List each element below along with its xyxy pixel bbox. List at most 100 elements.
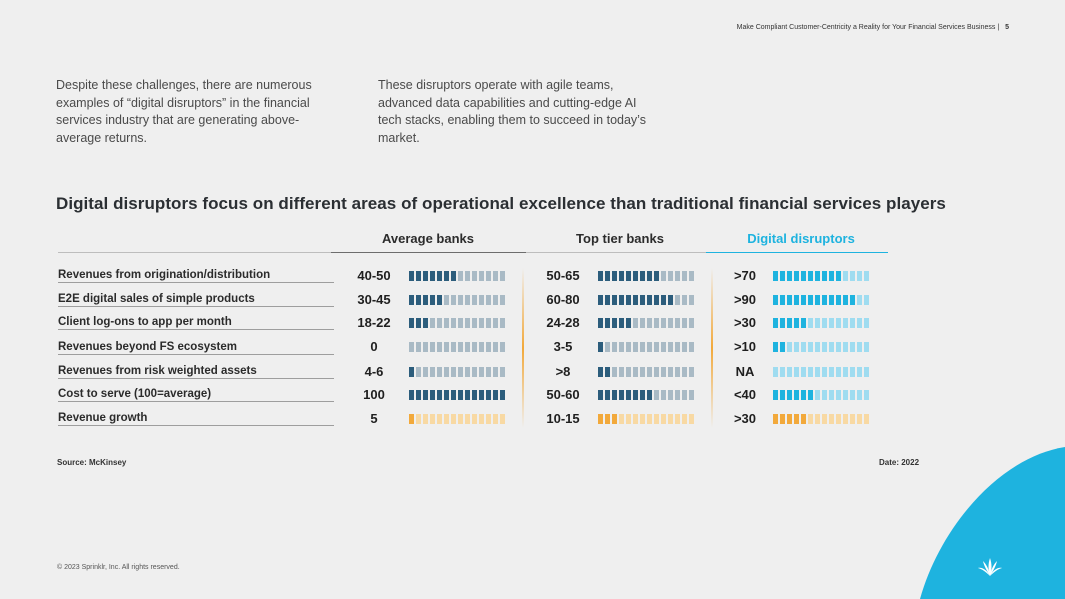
bar-segment-empty: [836, 390, 841, 400]
bar-segment-empty: [661, 414, 666, 424]
source-note: Source: McKinsey: [57, 458, 127, 467]
bar-segment-empty: [864, 271, 869, 281]
bar-segment-empty: [829, 414, 834, 424]
bar-segment-empty: [486, 342, 491, 352]
bar-segment-empty: [500, 318, 505, 328]
bar-segment-filled: [409, 414, 414, 424]
bar-segment-empty: [808, 414, 813, 424]
bar-segment-empty: [822, 390, 827, 400]
column-header-top-tier-banks: Top tier banks: [576, 231, 664, 246]
bar-segment-filled: [430, 390, 435, 400]
bar-segment-filled: [801, 414, 806, 424]
bar-segment-filled: [626, 390, 631, 400]
bar-segment-filled: [808, 295, 813, 305]
bar-segment-empty: [843, 271, 848, 281]
bar-segment-filled: [773, 318, 778, 328]
bar-segment-filled: [794, 414, 799, 424]
bar-segment-filled: [773, 271, 778, 281]
bar-segment-empty: [619, 367, 624, 377]
bar-segment-empty: [654, 342, 659, 352]
bar-segment-empty: [843, 342, 848, 352]
bar-segment-empty: [836, 414, 841, 424]
value-dd: >10: [733, 339, 757, 354]
level-bar-dd: [773, 295, 869, 305]
value-avg: 0: [370, 339, 378, 354]
level-bar-dd: [773, 390, 869, 400]
bar-segment-empty: [493, 295, 498, 305]
bar-segment-empty: [808, 318, 813, 328]
bar-segment-empty: [416, 367, 421, 377]
bar-segment-filled: [598, 390, 603, 400]
bar-segment-empty: [458, 318, 463, 328]
bar-segment-filled: [479, 390, 484, 400]
bar-segment-empty: [430, 414, 435, 424]
bar-segment-empty: [654, 390, 659, 400]
bar-segment-empty: [668, 390, 673, 400]
bar-segment-filled: [787, 414, 792, 424]
bar-segment-empty: [472, 367, 477, 377]
bar-segment-filled: [773, 414, 778, 424]
bar-segment-empty: [633, 318, 638, 328]
bar-segment-filled: [458, 390, 463, 400]
bar-segment-filled: [787, 271, 792, 281]
bar-segment-empty: [493, 271, 498, 281]
bar-segment-empty: [682, 318, 687, 328]
bar-segment-empty: [675, 367, 680, 377]
bar-segment-empty: [493, 342, 498, 352]
bar-segment-empty: [465, 342, 470, 352]
bar-segment-empty: [689, 271, 694, 281]
bar-segment-filled: [430, 295, 435, 305]
bar-segment-empty: [682, 414, 687, 424]
level-bar-dd: [773, 367, 869, 377]
bar-segment-filled: [493, 390, 498, 400]
bar-segment-filled: [451, 390, 456, 400]
bar-segment-empty: [829, 342, 834, 352]
row-label: Cost to serve (100=average): [58, 388, 334, 402]
bar-segment-filled: [836, 295, 841, 305]
bar-segment-filled: [668, 295, 673, 305]
bar-segment-filled: [444, 390, 449, 400]
bar-segment-empty: [612, 367, 617, 377]
bar-segment-empty: [843, 318, 848, 328]
bar-segment-filled: [619, 271, 624, 281]
bar-segment-empty: [444, 342, 449, 352]
page-number: 5: [1005, 24, 1009, 31]
bar-segment-empty: [864, 318, 869, 328]
bar-segment-empty: [857, 367, 862, 377]
bar-segment-filled: [605, 367, 610, 377]
bar-segment-empty: [857, 295, 862, 305]
value-dd: <40: [733, 387, 757, 402]
bar-segment-filled: [598, 414, 603, 424]
bar-segment-empty: [829, 390, 834, 400]
bar-segment-empty: [836, 342, 841, 352]
bar-segment-empty: [409, 342, 414, 352]
bar-segment-empty: [689, 295, 694, 305]
bar-segment-empty: [836, 318, 841, 328]
bar-segment-filled: [465, 390, 470, 400]
bar-segment-filled: [444, 271, 449, 281]
bar-segment-filled: [409, 271, 414, 281]
bar-segment-filled: [850, 295, 855, 305]
section-heading: Digital disruptors focus on different ar…: [56, 194, 946, 213]
value-dd: >70: [733, 268, 757, 283]
bar-segment-filled: [612, 318, 617, 328]
bar-segment-filled: [626, 271, 631, 281]
bar-segment-filled: [598, 271, 603, 281]
bar-segment-empty: [500, 295, 505, 305]
bar-segment-empty: [801, 342, 806, 352]
bar-segment-empty: [857, 271, 862, 281]
value-avg: 5: [370, 411, 378, 426]
bar-segment-filled: [619, 390, 624, 400]
bar-segment-empty: [437, 414, 442, 424]
value-dd: >30: [733, 411, 757, 426]
level-bar-top: [598, 367, 694, 377]
bar-segment-empty: [857, 318, 862, 328]
bar-segment-filled: [605, 390, 610, 400]
bar-segment-filled: [416, 390, 421, 400]
bar-segment-empty: [654, 367, 659, 377]
value-top: 24-28: [546, 315, 580, 330]
bar-segment-filled: [472, 390, 477, 400]
bar-segment-empty: [682, 295, 687, 305]
bar-segment-empty: [864, 414, 869, 424]
bar-segment-empty: [654, 318, 659, 328]
